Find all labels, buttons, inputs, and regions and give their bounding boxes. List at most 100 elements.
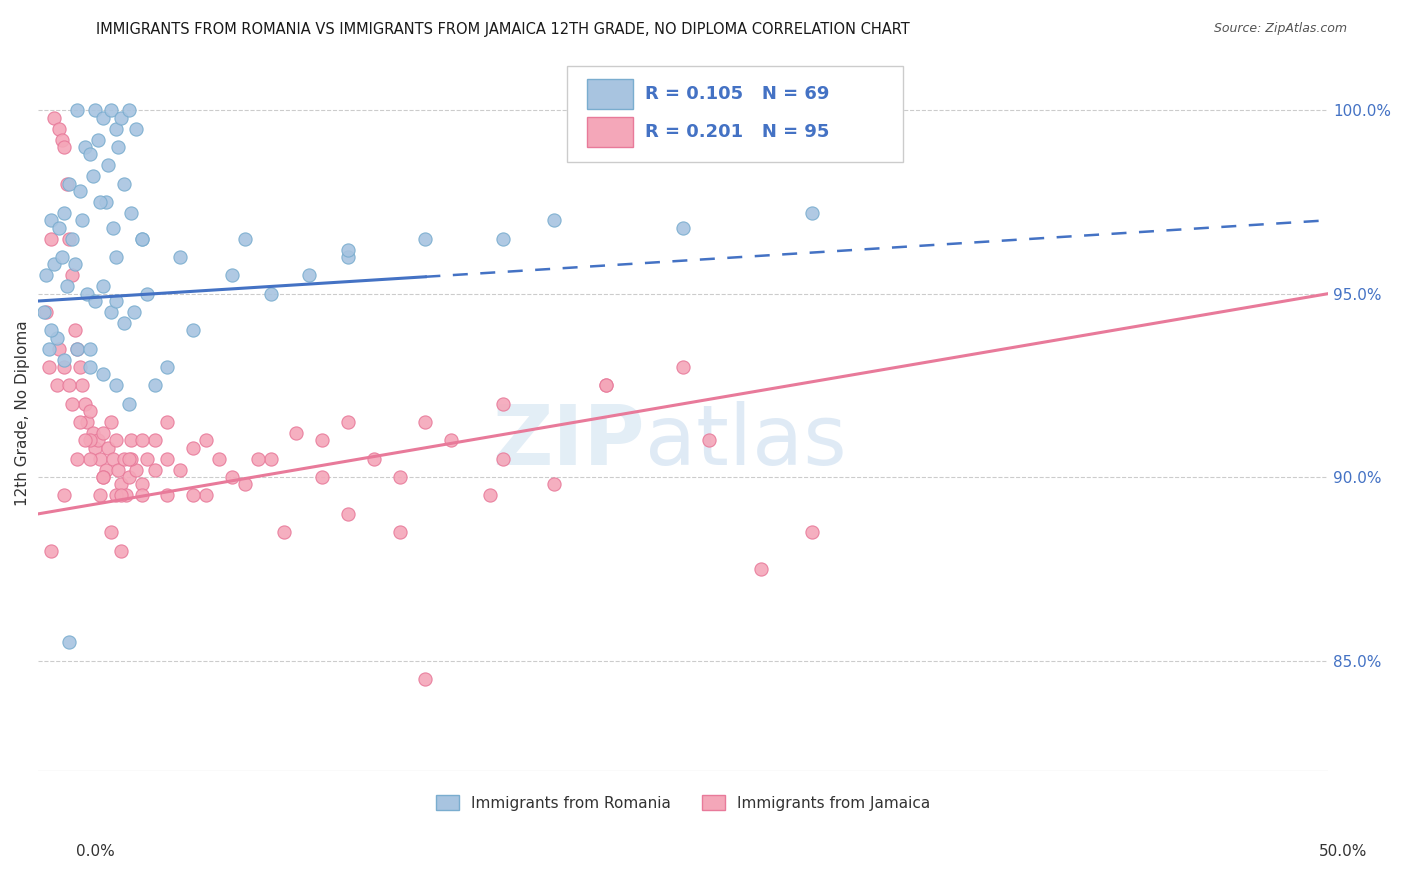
Point	[53, 206, 76, 220]
Point	[492, 451, 515, 466]
Point	[53, 359, 76, 374]
Point	[285, 426, 308, 441]
Point	[100, 525, 122, 540]
Point	[69, 415, 91, 429]
Text: 50.0%: 50.0%	[1319, 845, 1367, 859]
Point	[51, 250, 73, 264]
Point	[79, 147, 101, 161]
Point	[112, 316, 135, 330]
Point	[112, 177, 135, 191]
Point	[45, 331, 67, 345]
Point	[118, 470, 141, 484]
Point	[273, 525, 295, 540]
Point	[543, 213, 565, 227]
Point	[89, 451, 111, 466]
Point	[32, 305, 55, 319]
Point	[82, 426, 104, 441]
Point	[156, 488, 179, 502]
Point	[156, 451, 179, 466]
Point	[87, 434, 110, 448]
Point	[100, 103, 122, 118]
Point	[337, 507, 360, 521]
Point	[337, 415, 360, 429]
Point	[337, 250, 360, 264]
Point	[58, 378, 80, 392]
Point	[53, 352, 76, 367]
Point	[56, 279, 79, 293]
Point	[143, 378, 166, 392]
Text: R = 0.105   N = 69: R = 0.105 N = 69	[644, 85, 830, 103]
Point	[801, 206, 824, 220]
Point	[221, 268, 243, 283]
Point	[492, 232, 515, 246]
Point	[79, 404, 101, 418]
Point	[195, 434, 218, 448]
Point	[79, 359, 101, 374]
Point	[41, 323, 63, 337]
Point	[107, 463, 129, 477]
Point	[233, 477, 256, 491]
Point	[53, 140, 76, 154]
Point	[259, 451, 281, 466]
Point	[91, 111, 114, 125]
Point	[115, 488, 138, 502]
Point	[415, 415, 437, 429]
Point	[48, 342, 70, 356]
Point	[66, 342, 89, 356]
Point	[104, 434, 127, 448]
Point	[104, 250, 127, 264]
Point	[42, 111, 65, 125]
Point	[41, 543, 63, 558]
Legend: Immigrants from Romania, Immigrants from Jamaica: Immigrants from Romania, Immigrants from…	[430, 789, 936, 817]
Point	[388, 470, 411, 484]
Point	[58, 232, 80, 246]
Point	[131, 434, 153, 448]
Point	[221, 470, 243, 484]
Point	[120, 434, 142, 448]
Point	[100, 305, 122, 319]
Point	[104, 121, 127, 136]
Point	[143, 463, 166, 477]
Point	[48, 220, 70, 235]
Point	[131, 232, 153, 246]
Point	[169, 463, 191, 477]
Point	[311, 470, 333, 484]
Point	[118, 397, 141, 411]
FancyBboxPatch shape	[586, 118, 633, 147]
Point	[35, 268, 58, 283]
Point	[672, 220, 695, 235]
Point	[48, 121, 70, 136]
Point	[337, 243, 360, 257]
Point	[110, 488, 132, 502]
Point	[440, 434, 463, 448]
Point	[246, 451, 269, 466]
Point	[56, 177, 79, 191]
Point	[45, 378, 67, 392]
Point	[801, 525, 824, 540]
Point	[73, 434, 96, 448]
Point	[135, 451, 157, 466]
Point	[143, 434, 166, 448]
Point	[51, 132, 73, 146]
Point	[91, 368, 114, 382]
Point	[388, 525, 411, 540]
Point	[120, 206, 142, 220]
Point	[131, 232, 153, 246]
Point	[415, 672, 437, 686]
Point	[363, 451, 385, 466]
Point	[94, 194, 117, 209]
Point	[298, 268, 321, 283]
Point	[66, 103, 89, 118]
Point	[76, 415, 98, 429]
Point	[63, 257, 86, 271]
Point	[97, 158, 120, 172]
Point	[103, 451, 125, 466]
Point	[195, 488, 218, 502]
Point	[63, 323, 86, 337]
Point	[208, 451, 231, 466]
Point	[104, 488, 127, 502]
Point	[58, 177, 80, 191]
Point	[169, 250, 191, 264]
Point	[110, 477, 132, 491]
Point	[181, 323, 204, 337]
